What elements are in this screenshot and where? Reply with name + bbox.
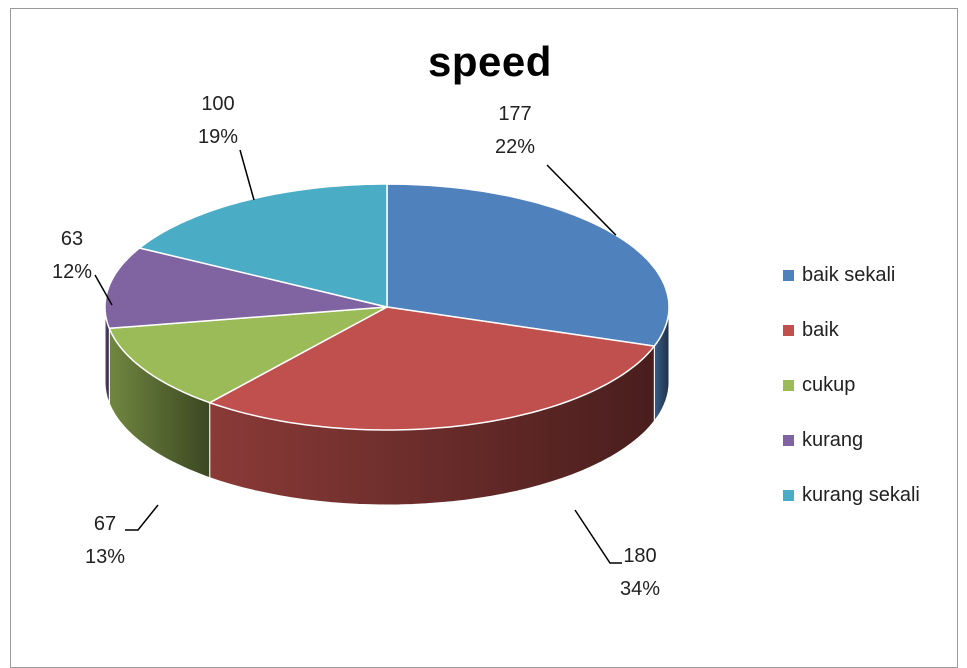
percent-label-4: 19% (198, 126, 238, 148)
legend-item-baik: baik (783, 317, 920, 344)
pie-slice-kurang (104, 247, 388, 330)
value-label-1: 180 (623, 545, 656, 567)
chart-title: speed (428, 38, 552, 85)
legend-swatch (783, 435, 794, 446)
pie-slice-baik (207, 306, 656, 431)
leader-line-0 (546, 164, 617, 236)
value-label-4: 100 (201, 93, 234, 115)
legend-label: baik (802, 319, 839, 341)
legend-item-baik-sekali: baik sekali (783, 262, 920, 289)
leader-line-1 (574, 509, 622, 564)
legend-item-cukup: cukup (783, 372, 920, 399)
legend-item-kurang-sekali: kurang sekali (783, 482, 920, 509)
legend-swatch (783, 380, 794, 391)
legend-label: cukup (802, 374, 856, 396)
legend-label: baik sekali (802, 264, 896, 286)
value-label-3: 63 (61, 228, 83, 250)
leader-line-3 (94, 274, 113, 306)
pie-top (104, 183, 670, 431)
legend-swatch (783, 325, 794, 336)
legend-item-kurang: kurang (783, 427, 920, 454)
percent-label-2: 13% (85, 546, 125, 568)
pie-slice-cukup (108, 306, 388, 404)
legend-label: kurang (802, 429, 864, 451)
value-label-2: 67 (94, 513, 116, 535)
leader-line-2 (125, 504, 159, 531)
percent-label-0: 22% (495, 136, 535, 158)
legend-swatch (783, 270, 794, 281)
legend-label: kurang sekali (802, 484, 920, 506)
data-labels: 177 22% 180 34% 67 13% 63 12% 100 19% (52, 93, 660, 600)
leader-line-4 (239, 149, 255, 201)
pie-slice-kurang-sekali (137, 183, 388, 308)
value-label-0: 177 (498, 103, 531, 125)
legend: baik sekali baik cukup kurang kurang sek… (783, 262, 920, 537)
percent-label-3: 12% (52, 261, 92, 283)
percent-label-1: 34% (620, 578, 660, 600)
legend-swatch (783, 490, 794, 501)
